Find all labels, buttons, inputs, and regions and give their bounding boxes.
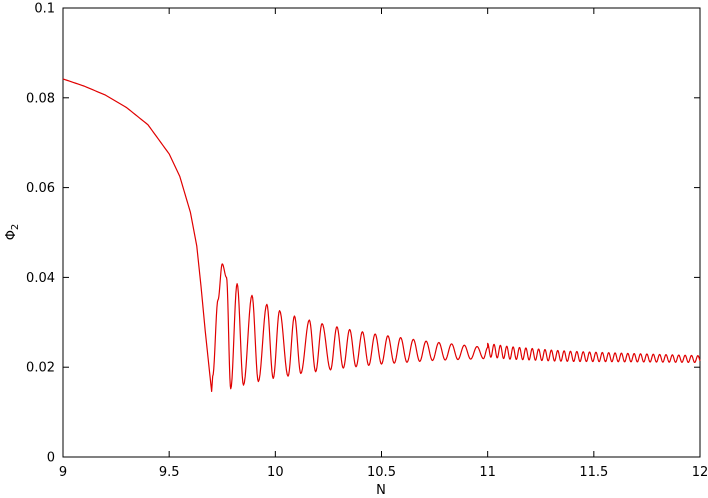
x-tick-label: 11 (479, 465, 496, 480)
y-tick-label: 0.02 (26, 361, 55, 376)
y-tick-label: 0.1 (34, 2, 55, 17)
x-axis-ticks: 9 9.5 10 10.5 11 11.5 12 (59, 8, 708, 480)
y-axis-label: Φ2 (4, 224, 21, 241)
y-axis-label-subscript: 2 (10, 224, 21, 230)
x-tick-label: 11.5 (579, 465, 608, 480)
y-tick-label: 0.06 (26, 181, 55, 196)
x-axis-label: N (376, 483, 386, 498)
x-tick-label: 10 (267, 465, 284, 480)
y-tick-label: 0.04 (26, 271, 55, 286)
x-tick-label: 9.5 (159, 465, 180, 480)
series-line (62, 78, 701, 393)
y-tick-label: 0.08 (26, 91, 55, 106)
plot-frame (62, 7, 701, 458)
y-tick-label: 0 (47, 451, 55, 466)
x-tick-label: 12 (692, 465, 708, 480)
y-axis-ticks: 0 0.02 0.04 0.06 0.08 0.1 (26, 2, 700, 466)
y-axis-label-main: Φ (4, 230, 19, 240)
x-tick-label: 9 (59, 465, 67, 480)
x-tick-label: 10.5 (367, 465, 396, 480)
